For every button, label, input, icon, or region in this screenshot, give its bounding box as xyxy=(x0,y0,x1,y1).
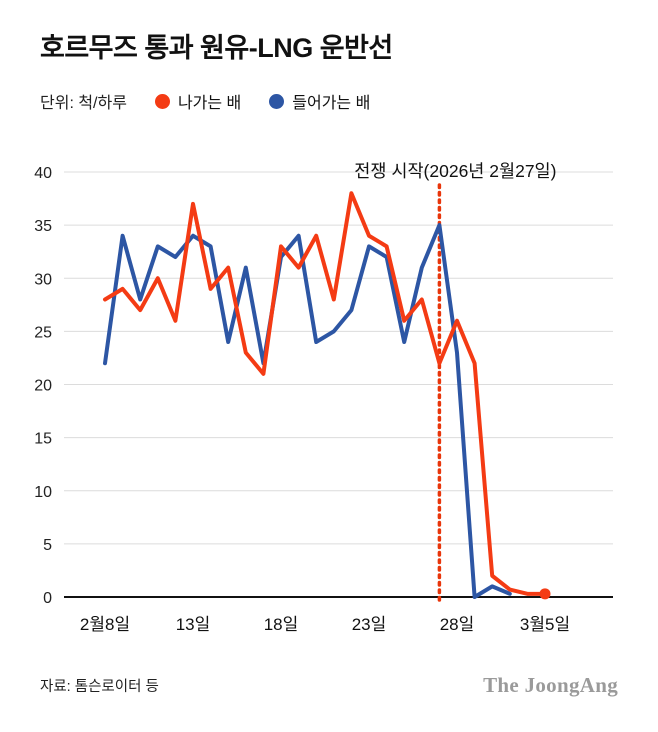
joongang-logo: The JoongAng xyxy=(483,673,618,697)
y-tick-label: 20 xyxy=(34,378,52,395)
x-tick-label: 18일 xyxy=(264,615,299,634)
series-end-dot-outgoing xyxy=(539,588,551,600)
war-start-label: 전쟁 시작(2026년 2월27일) xyxy=(354,161,556,181)
series-line-incoming xyxy=(103,223,512,599)
y-tick-label: 10 xyxy=(34,484,52,501)
legend-dot-outgoing-icon xyxy=(154,93,170,109)
legend-dot-incoming-icon xyxy=(269,93,285,109)
y-tick-label: 35 xyxy=(34,218,52,235)
legend-item-outgoing: 나가는 배 xyxy=(154,89,242,113)
x-tick-label: 23일 xyxy=(352,615,387,634)
legend-label-outgoing: 나가는 배 xyxy=(177,95,242,112)
page-title: 호르무즈 통과 원유-LNG 운반선 xyxy=(40,33,393,63)
y-tick-label: 40 xyxy=(34,165,52,182)
y-tick-label: 30 xyxy=(34,271,52,288)
legend-item-incoming: 들어가는 배 xyxy=(269,89,370,113)
series-line-outgoing xyxy=(103,191,547,596)
page: 호르무즈 통과 원유-LNG 운반선 단위: 척/하루 나가는 배 들어가는 배… xyxy=(0,33,658,698)
x-tick-label: 3월5일 xyxy=(520,615,570,634)
unit-label: 단위: 척/하루 xyxy=(40,95,127,112)
chart-area: 0 5 10 15 20 25 30 35 40 2월8일 13일 18일 23일 28일 3월5일 전쟁 시… xyxy=(0,147,658,657)
y-tick-label: 5 xyxy=(43,537,52,554)
x-tick-label: 13일 xyxy=(176,615,211,634)
x-tick-label: 2월8일 xyxy=(80,615,130,634)
y-tick-label: 25 xyxy=(34,324,52,341)
y-tick-label: 15 xyxy=(34,431,52,448)
legend-label-incoming: 들어가는 배 xyxy=(292,95,371,112)
hormuz-traffic-line-chart: 0 5 10 15 20 25 30 35 40 2월8일 13일 18일 23일 28일 3월5일 전쟁 시… xyxy=(34,161,613,634)
footer: 자료: 톰슨로이터 등 The JoongAng xyxy=(40,673,618,698)
x-tick-label: 28일 xyxy=(440,615,475,634)
legend: 단위: 척/하루 나가는 배 들어가는 배 xyxy=(40,89,618,113)
y-tick-label: 0 xyxy=(43,590,52,607)
source-credit: 자료: 톰슨로이터 등 xyxy=(40,679,159,695)
